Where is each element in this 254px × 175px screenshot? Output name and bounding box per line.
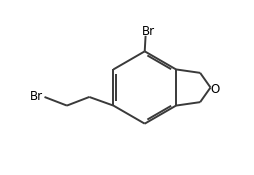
Text: O: O <box>209 83 218 96</box>
Text: Br: Br <box>30 90 43 103</box>
Text: Br: Br <box>141 25 154 38</box>
